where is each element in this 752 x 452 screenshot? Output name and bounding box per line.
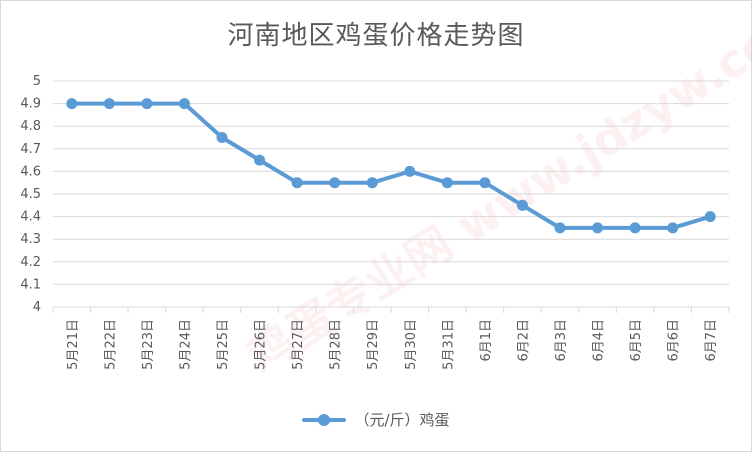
y-tick-label: 4.2 [20, 255, 41, 270]
data-point [291, 177, 303, 189]
y-tick-label: 5 [33, 74, 41, 89]
data-point [629, 222, 641, 234]
x-tick-label: 5月24日 [178, 319, 193, 370]
y-tick-label: 4.7 [20, 142, 41, 157]
legend: （元/斤）鸡蛋 [1, 409, 751, 430]
x-tick-label: 5月31日 [441, 319, 456, 370]
x-tick-label: 6月6日 [667, 319, 682, 362]
x-tick-label: 5月21日 [66, 319, 81, 370]
x-tick-label: 5月28日 [329, 319, 344, 370]
data-point [103, 98, 115, 110]
data-point [216, 132, 228, 143]
x-tick-label: 5月26日 [254, 319, 269, 370]
data-point [366, 177, 378, 189]
series-line [69, 101, 713, 230]
data-point [404, 165, 416, 177]
chart-title: 河南地区鸡蛋价格走势图 [227, 21, 525, 51]
x-tick-label: 5月27日 [291, 319, 306, 370]
data-point [554, 222, 566, 234]
legend-marker [302, 413, 347, 426]
x-tick-label: 6月2日 [516, 319, 531, 362]
x-tick-label: 5月25日 [216, 319, 231, 370]
y-tick-label: 4.9 [20, 97, 41, 112]
y-tick-label: 4.6 [20, 164, 41, 179]
x-tick-label: 5月30日 [404, 319, 419, 370]
x-tick-label: 6月4日 [592, 319, 607, 362]
data-point [141, 98, 153, 110]
x-tick-label: 6月3日 [554, 319, 569, 362]
x-tick-label: 5月22日 [103, 319, 118, 370]
data-point [254, 154, 266, 166]
data-point [704, 211, 716, 223]
data-point [178, 98, 190, 110]
data-point [516, 199, 528, 211]
data-point [66, 98, 78, 110]
data-point [441, 177, 453, 189]
data-point [329, 177, 341, 189]
y-tick-label: 4.4 [20, 210, 41, 225]
data-point [479, 177, 491, 189]
x-tick-label: 5月29日 [366, 319, 381, 370]
x-tick-label: 5月23日 [141, 319, 156, 370]
data-point [667, 222, 679, 234]
x-tick-label: 6月5日 [629, 319, 644, 362]
y-tick-label: 4.8 [20, 119, 41, 134]
y-tick-label: 4.3 [20, 232, 41, 247]
legend-label: （元/斤）鸡蛋 [354, 411, 450, 429]
data-point [592, 222, 604, 234]
x-tick-label: 6月7日 [704, 319, 719, 362]
y-tick-label: 4 [33, 300, 41, 315]
y-tick-label: 4.1 [20, 277, 41, 292]
y-tick-label: 4.5 [20, 187, 41, 202]
x-tick-label: 6月1日 [479, 319, 494, 362]
